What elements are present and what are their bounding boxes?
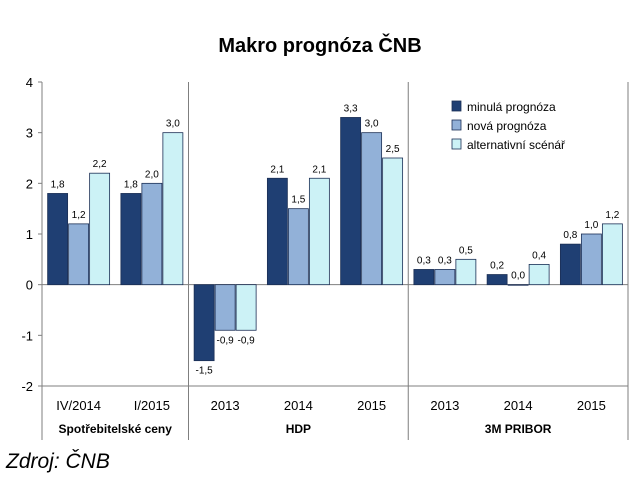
data-label: 0,0 xyxy=(511,271,525,282)
y-tick-label: 2 xyxy=(26,176,33,191)
bar xyxy=(486,274,508,286)
group-label: Spotřebitelské ceny xyxy=(59,422,173,436)
source-note: Zdroj: ČNB xyxy=(6,450,110,473)
data-label: 0,5 xyxy=(459,245,473,256)
x-tick-label: 2013 xyxy=(430,398,459,413)
y-tick-label: 4 xyxy=(26,75,33,90)
y-tick-label: 3 xyxy=(26,126,33,141)
legend-swatch xyxy=(451,119,462,131)
x-tick-label: 2015 xyxy=(357,398,386,413)
data-label: 3,0 xyxy=(166,119,180,130)
bar xyxy=(601,223,623,286)
bar xyxy=(89,172,111,286)
x-tick-label: 2014 xyxy=(504,398,533,413)
bar xyxy=(235,284,257,331)
data-label: 2,1 xyxy=(270,164,284,175)
legend-entry: alternativní scénář xyxy=(467,138,566,152)
data-label: 0,8 xyxy=(563,230,577,241)
data-label: 1,5 xyxy=(291,195,305,206)
bar xyxy=(120,193,142,286)
bar xyxy=(455,258,477,286)
data-label: 3,3 xyxy=(344,103,358,114)
bar xyxy=(141,182,163,286)
y-tick-label: -2 xyxy=(21,379,33,394)
data-label: 0,3 xyxy=(417,255,431,266)
data-label: 0,3 xyxy=(438,255,452,266)
data-label: -0,9 xyxy=(238,335,256,346)
x-tick-label: 2014 xyxy=(284,398,313,413)
group-label: 3M PRIBOR xyxy=(485,422,552,436)
y-tick-label: -1 xyxy=(21,328,33,343)
bar xyxy=(266,177,288,286)
bar xyxy=(361,132,383,286)
bar xyxy=(559,243,581,286)
legend-swatch xyxy=(451,100,462,112)
bar xyxy=(214,284,236,331)
bar xyxy=(47,193,69,286)
data-label: 1,8 xyxy=(124,179,138,190)
bar xyxy=(413,269,435,286)
data-label: -1,5 xyxy=(196,366,214,377)
legend-entry: minulá prognóza xyxy=(467,100,556,114)
y-tick-label: 0 xyxy=(26,278,33,293)
bar xyxy=(68,223,90,286)
chart-title: Makro prognóza ČNB xyxy=(218,33,421,57)
bar xyxy=(434,269,456,286)
data-label: 3,0 xyxy=(365,119,379,130)
data-label: 1,0 xyxy=(584,220,598,231)
bar xyxy=(528,263,550,286)
data-label: 2,1 xyxy=(312,164,326,175)
y-tick-label: 1 xyxy=(26,227,33,242)
x-tick-label: 2013 xyxy=(211,398,240,413)
legend-swatch xyxy=(451,138,462,150)
bar xyxy=(382,157,404,286)
data-label: 0,4 xyxy=(532,250,546,261)
bar xyxy=(340,117,362,286)
bar xyxy=(193,284,215,362)
data-label: 1,2 xyxy=(605,210,619,221)
data-label: 1,2 xyxy=(72,210,86,221)
bar xyxy=(287,208,309,286)
x-tick-label: IV/2014 xyxy=(56,398,101,413)
data-label: 2,2 xyxy=(93,159,107,170)
plot-area: -2 -1 0 1 2 3 4 Spotřebitelské ceny HDP 3M PRIBOR… xyxy=(21,75,629,440)
data-label: 1,8 xyxy=(51,179,65,190)
data-label: 2,5 xyxy=(386,144,400,155)
legend-entry: nová prognóza xyxy=(467,119,547,133)
x-tick-label: I/2015 xyxy=(134,398,170,413)
bar xyxy=(308,177,330,286)
data-label: -0,9 xyxy=(217,335,235,346)
data-label: 2,0 xyxy=(145,169,159,180)
x-tick-label: 2015 xyxy=(577,398,606,413)
bar xyxy=(507,284,529,286)
group-label: HDP xyxy=(286,422,311,436)
bar xyxy=(162,132,184,286)
bar xyxy=(580,233,602,286)
data-label: 0,2 xyxy=(490,261,504,272)
